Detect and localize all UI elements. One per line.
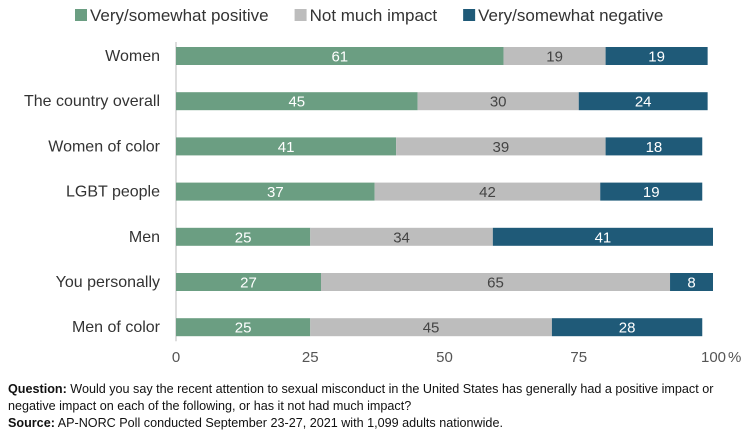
x-tick-label-50: 50 xyxy=(436,349,453,366)
x-tick-label-100: 100 xyxy=(701,349,726,366)
data-label-men-not-much-impact: 34 xyxy=(393,229,410,246)
bar-the-country-overall-not-much-impact xyxy=(417,92,579,111)
bar-men-very-somewhat-positive xyxy=(176,227,311,246)
data-label-women-very-somewhat-positive: 61 xyxy=(331,49,348,66)
data-label-women-not-much-impact: 19 xyxy=(546,49,563,66)
data-label-the-country-overall-very-somewhat-negative: 24 xyxy=(635,94,652,111)
bar-lgbt-people-not-much-impact xyxy=(374,182,601,201)
bar-men-not-much-impact xyxy=(310,227,493,246)
bar-the-country-overall-very-somewhat-negative xyxy=(578,92,708,111)
question-label: Question: xyxy=(8,382,67,396)
category-label-women-of-color: Women of color xyxy=(48,138,160,155)
x-tick-label-0: 0 xyxy=(172,349,180,366)
data-label-men-very-somewhat-positive: 25 xyxy=(235,229,252,246)
question-note: Question: Would you say the recent atten… xyxy=(8,381,743,415)
data-label-you-personally-very-somewhat-positive: 27 xyxy=(240,275,257,292)
data-label-women-of-color-not-much-impact: 39 xyxy=(493,139,510,156)
data-label-men-of-color-not-much-impact: 45 xyxy=(423,320,440,337)
source-note: Source: AP-NORC Poll conducted September… xyxy=(8,415,743,432)
question-text: Would you say the recent attention to se… xyxy=(8,382,714,413)
bar-women-of-color-very-somewhat-positive xyxy=(176,137,397,156)
data-label-women-of-color-very-somewhat-positive: 41 xyxy=(278,139,295,156)
category-label-the-country-overall: The country overall xyxy=(24,93,160,110)
bar-women-of-color-not-much-impact xyxy=(396,137,606,156)
category-label-lgbt-people: LGBT people xyxy=(66,184,160,201)
bar-lgbt-people-very-somewhat-negative xyxy=(600,182,703,201)
bar-women-of-color-very-somewhat-negative xyxy=(605,137,703,156)
source-text: AP-NORC Poll conducted September 23-27, … xyxy=(57,416,503,430)
data-label-you-personally-very-somewhat-negative: 8 xyxy=(687,275,695,292)
data-label-men-of-color-very-somewhat-positive: 25 xyxy=(235,320,252,337)
legend-swatch-very-somewhat-negative xyxy=(463,9,476,21)
source-label: Source: xyxy=(8,416,55,430)
bar-men-of-color-very-somewhat-positive xyxy=(176,318,311,337)
bar-women-very-somewhat-negative xyxy=(605,47,708,65)
data-label-lgbt-people-not-much-impact: 42 xyxy=(479,184,496,201)
category-label-men-of-color: Men of color xyxy=(72,319,161,336)
bar-women-not-much-impact xyxy=(503,47,606,65)
x-tick-label-75: 75 xyxy=(570,349,587,366)
bar-you-personally-very-somewhat-negative xyxy=(670,273,713,291)
category-label-men: Men xyxy=(129,229,160,246)
legend-swatch-not-much-impact xyxy=(294,9,307,21)
data-label-women-very-somewhat-negative: 19 xyxy=(648,49,665,66)
data-label-lgbt-people-very-somewhat-negative: 19 xyxy=(643,184,660,201)
legend-label-very-somewhat-negative: Very/somewhat negative xyxy=(478,6,663,25)
x-tick-label-25: 25 xyxy=(302,349,319,366)
bar-men-of-color-very-somewhat-negative xyxy=(551,318,703,337)
data-label-the-country-overall-very-somewhat-positive: 45 xyxy=(288,94,305,111)
chart: Very/somewhat positive Not much impact Ver… xyxy=(24,6,741,366)
category-label-you-personally: You personally xyxy=(56,274,160,291)
bar-you-personally-not-much-impact xyxy=(320,273,671,291)
bar-women-very-somewhat-positive xyxy=(176,47,504,65)
chart-notes: Question: Would you say the recent atten… xyxy=(8,381,743,432)
bar-men-of-color-not-much-impact xyxy=(310,318,552,337)
data-label-men-of-color-very-somewhat-negative: 28 xyxy=(619,320,636,337)
data-label-women-of-color-very-somewhat-negative: 18 xyxy=(646,139,663,156)
legend-swatch-very-somewhat-positive xyxy=(75,9,87,21)
data-label-you-personally-not-much-impact: 65 xyxy=(487,275,504,292)
x-axis-unit: % xyxy=(728,349,741,366)
legend-label-very-somewhat-positive: Very/somewhat positive xyxy=(90,6,269,25)
bar-you-personally-very-somewhat-positive xyxy=(176,273,321,291)
data-label-lgbt-people-very-somewhat-positive: 37 xyxy=(267,184,284,201)
data-label-men-very-somewhat-negative: 41 xyxy=(595,229,612,246)
bar-lgbt-people-very-somewhat-positive xyxy=(176,182,375,201)
category-label-women: Women xyxy=(105,48,160,65)
legend-label-not-much-impact: Not much impact xyxy=(310,6,438,25)
bar-men-very-somewhat-negative xyxy=(492,227,713,246)
bar-the-country-overall-very-somewhat-positive xyxy=(176,92,418,111)
data-label-the-country-overall-not-much-impact: 30 xyxy=(490,94,507,111)
